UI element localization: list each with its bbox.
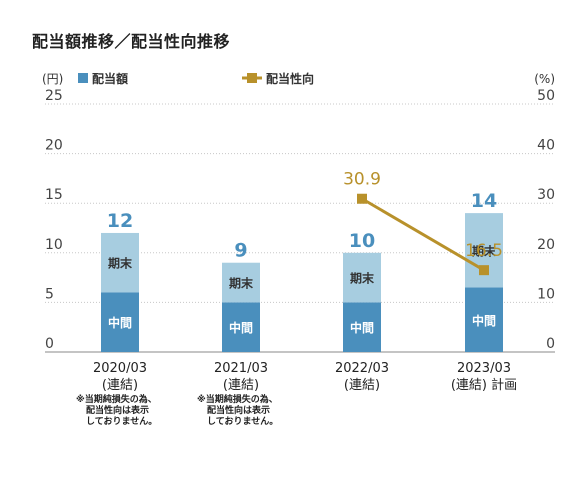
x-tick-sublabel: (連結) xyxy=(344,378,380,393)
legend-bar-label: 配当額 xyxy=(92,71,128,86)
bar-interim-label: 中間 xyxy=(472,313,496,328)
right-unit-label: (%) xyxy=(534,72,555,86)
left-unit-label: (円) xyxy=(42,72,63,86)
right-tick-label: 0 xyxy=(546,336,555,352)
bar-final-label: 期末 xyxy=(229,276,254,291)
note-line: しておりません。 xyxy=(207,417,279,427)
chart-title: 配当額推移／配当性向推移 xyxy=(32,32,231,51)
right-tick-label: 30 xyxy=(537,187,555,203)
payout-ratio-marker xyxy=(479,265,489,276)
left-tick-label: 5 xyxy=(45,286,54,302)
x-tick-sublabel: (連結) xyxy=(102,378,138,393)
left-tick-label: 10 xyxy=(45,237,63,253)
x-tick-label: 2020/03 xyxy=(93,361,147,376)
bar-final-label: 期末 xyxy=(350,271,375,286)
bar-total-label: 9 xyxy=(234,240,247,262)
legend-bar-swatch xyxy=(78,73,88,83)
bar-interim xyxy=(343,302,381,352)
right-tick-label: 40 xyxy=(537,138,555,154)
left-tick-label: 15 xyxy=(45,187,63,203)
x-tick-sublabel: (連結) xyxy=(223,378,259,393)
bar-final xyxy=(101,232,139,293)
bar-final xyxy=(222,262,260,303)
left-tick-label: 20 xyxy=(45,138,63,154)
payout-ratio-line xyxy=(361,197,485,272)
bar-interim-label: 中間 xyxy=(350,320,374,335)
x-tick-label: 2022/03 xyxy=(335,361,389,376)
bar-interim xyxy=(222,302,260,352)
x-tick-label: 2021/03 xyxy=(214,361,268,376)
payout-ratio-label: 30.9 xyxy=(343,170,381,190)
legend-line-label: 配当性向 xyxy=(266,71,314,86)
left-tick-label: 0 xyxy=(45,336,54,352)
right-tick-label: 50 xyxy=(537,88,555,104)
bar-interim xyxy=(101,292,139,352)
note-text: ※当期純損失の為、 配当性向は表示 しておりません。 xyxy=(76,395,157,428)
note-line: 配当性向は表示 xyxy=(86,406,150,416)
left-tick-label: 25 xyxy=(45,88,63,104)
bar-final-label: 期末 xyxy=(108,256,133,271)
bar-total-label: 14 xyxy=(471,190,497,212)
bar-interim-label: 中間 xyxy=(108,315,132,330)
note-text: ※当期純損失の為、 配当性向は表示 しておりません。 xyxy=(197,395,278,428)
right-tick-label: 10 xyxy=(537,286,555,302)
bar-interim-label: 中間 xyxy=(229,320,253,335)
payout-ratio-marker xyxy=(357,193,367,204)
bar-final xyxy=(343,252,381,303)
note-line: 配当性向は表示 xyxy=(207,406,271,416)
payout-ratio-label: 16.5 xyxy=(465,241,503,261)
bar-total-label: 10 xyxy=(349,230,375,252)
x-tick-sublabel: (連結) 計画 xyxy=(451,377,517,393)
right-tick-label: 20 xyxy=(537,237,555,253)
bar-total-label: 12 xyxy=(107,210,133,232)
x-tick-label: 2023/03 xyxy=(457,361,511,376)
note-line: ※当期純損失の為、 xyxy=(76,395,157,405)
bar-final-label: 期末 xyxy=(472,243,497,258)
legend-line-marker xyxy=(247,73,257,83)
bar-interim xyxy=(465,287,503,352)
note-line: しておりません。 xyxy=(86,417,158,427)
note-line: ※当期純損失の為、 xyxy=(197,395,278,405)
